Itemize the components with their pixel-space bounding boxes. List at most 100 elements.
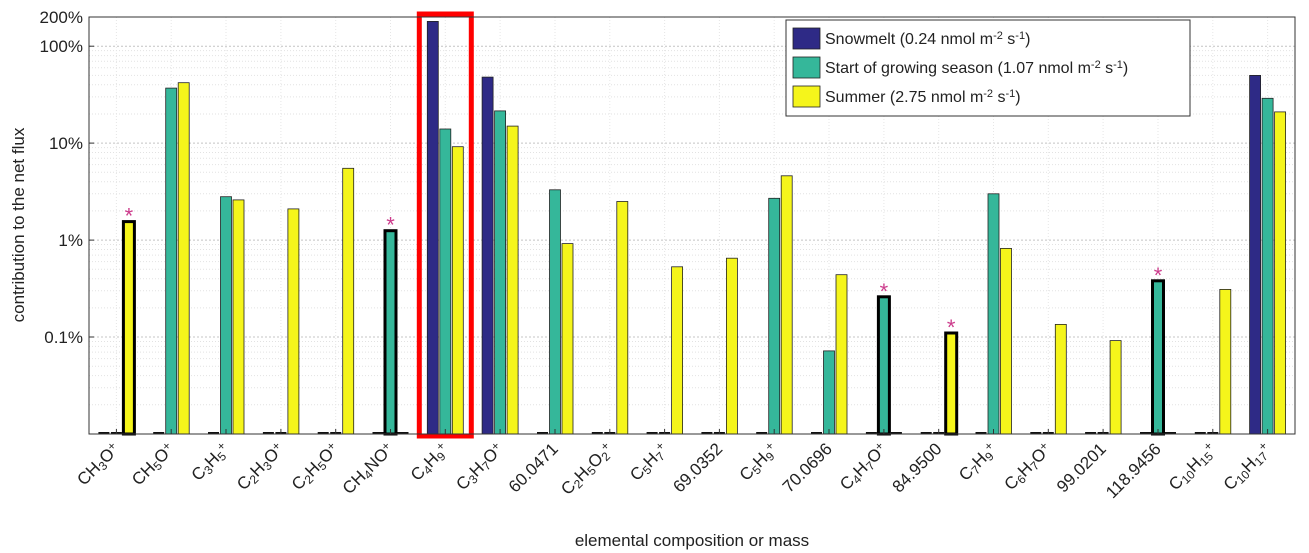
significance-star: *: [125, 204, 134, 229]
bar: [561, 243, 574, 435]
zero-bar: [920, 432, 932, 435]
x-tick-label: C5H7+: [625, 438, 673, 486]
significance-markers: * * * * *: [125, 204, 1163, 340]
zero-bar: [98, 432, 110, 435]
x-tick-label: C10H17+: [1219, 438, 1276, 495]
zero-bar: [317, 432, 329, 435]
bar: [494, 110, 507, 435]
bar: [1000, 247, 1012, 435]
significance-star: *: [947, 315, 956, 340]
y-tick-label: 200%: [40, 8, 83, 27]
bar: [1249, 75, 1261, 435]
x-tick-label: 69.0352: [669, 439, 726, 496]
zero-bar: [153, 432, 165, 435]
zero-bar: [372, 432, 384, 435]
marked-bar: [121, 220, 136, 436]
y-tick-label: 0.1%: [44, 328, 83, 347]
zero-bar: [646, 432, 658, 435]
x-tick-label: C6H7O+: [1000, 438, 1057, 495]
x-tick-label: CH4NO+: [338, 438, 399, 499]
bar: [768, 197, 781, 435]
zero-bar: [756, 432, 768, 435]
legend-entry-label: Snowmelt (0.24 nmol m-2 s-1): [825, 30, 1030, 48]
legend-entry-label: Summer (2.75 nmol m-2 s-1): [825, 88, 1021, 106]
bar: [287, 208, 300, 435]
bar: [506, 125, 519, 435]
zero-bar: [1165, 432, 1176, 435]
bar: [342, 167, 355, 435]
bar: [177, 82, 190, 435]
significance-star: *: [880, 279, 889, 304]
bar: [987, 193, 1000, 435]
y-tick-label: 1%: [58, 231, 83, 250]
plot-frame: [88, 16, 1296, 435]
x-tick-label: CH5O+: [127, 438, 179, 490]
zero-bar: [701, 432, 713, 435]
bar: [220, 196, 232, 435]
zero-bar: [1085, 432, 1097, 435]
bars: [98, 20, 1286, 436]
bar: [1219, 288, 1232, 435]
legend-swatch: [792, 27, 821, 50]
legend-swatch: [792, 56, 821, 79]
x-tick-label: C5H9+: [735, 438, 783, 486]
x-axis-label: elemental composition or mass: [575, 531, 809, 550]
bar: [451, 146, 464, 435]
legend-entry-label: Start of growing season (1.07 nmol m-2 s…: [825, 59, 1128, 77]
marked-bar: [876, 295, 891, 436]
zero-bar: [537, 432, 548, 435]
y-axis-label: contribution to the net flux: [9, 127, 28, 322]
significance-star: *: [1154, 263, 1163, 288]
x-tick-label: C2H5O+: [287, 438, 344, 495]
x-tick-label: C7H9+: [954, 438, 1002, 486]
zero-bar: [811, 432, 822, 435]
x-tick-label: C2H5O2+: [556, 438, 618, 500]
zero-bar: [208, 432, 219, 435]
x-tick-label: 84.9500: [889, 439, 946, 496]
x-tick-label: C4H9+: [406, 438, 454, 486]
zero-bar: [1030, 432, 1042, 435]
x-tick-label: 99.0201: [1053, 439, 1110, 496]
bar: [835, 274, 848, 435]
bar: [823, 350, 835, 435]
bar: [426, 20, 439, 435]
zero-bar: [975, 432, 987, 435]
bar: [726, 257, 738, 435]
significance-star: *: [386, 213, 395, 238]
bar: [165, 87, 178, 435]
zero-bar: [1140, 432, 1151, 435]
zero-bar: [591, 432, 603, 435]
x-tick-label: C4H7O+: [835, 438, 892, 495]
legend: Snowmelt (0.24 nmol m-2 s-1) Start of gro…: [785, 19, 1191, 117]
marked-bar: [383, 229, 398, 436]
zero-bar: [397, 432, 409, 435]
bar: [780, 175, 793, 435]
highlight-box: [416, 11, 474, 439]
bar: [481, 76, 494, 435]
zero-bar: [865, 432, 877, 435]
bar: [616, 201, 629, 435]
x-tick-label: 60.0471: [505, 439, 562, 496]
x-tick-label: C10H15+: [1164, 438, 1221, 495]
x-tick-label: C3H5+: [187, 438, 235, 486]
legend-box: [785, 19, 1191, 117]
legend-swatch: [792, 85, 821, 108]
bar: [1274, 111, 1286, 435]
y-axis-ticks: 0.1% 1% 10% 100% 200%: [40, 8, 94, 347]
bar: [549, 189, 561, 435]
x-axis-tick-labels: CH3O+CH5O+C3H5+C2H3O+C2H5O+CH4NO+C4H9+C3…: [73, 429, 1276, 502]
x-tick-label: 118.9456: [1102, 439, 1165, 502]
bar: [1261, 97, 1274, 435]
bar: [439, 128, 452, 435]
bar: [1109, 340, 1122, 435]
marked-bar: [1151, 279, 1165, 436]
x-tick-label: 70.0696: [779, 439, 836, 496]
zero-bar: [262, 432, 274, 435]
bar: [671, 266, 683, 435]
zero-bar: [890, 432, 902, 435]
bar: [1054, 323, 1067, 435]
zero-bar: [1194, 432, 1206, 435]
y-tick-label: 10%: [49, 134, 83, 153]
x-tick-label: C3H7O+: [451, 438, 508, 495]
